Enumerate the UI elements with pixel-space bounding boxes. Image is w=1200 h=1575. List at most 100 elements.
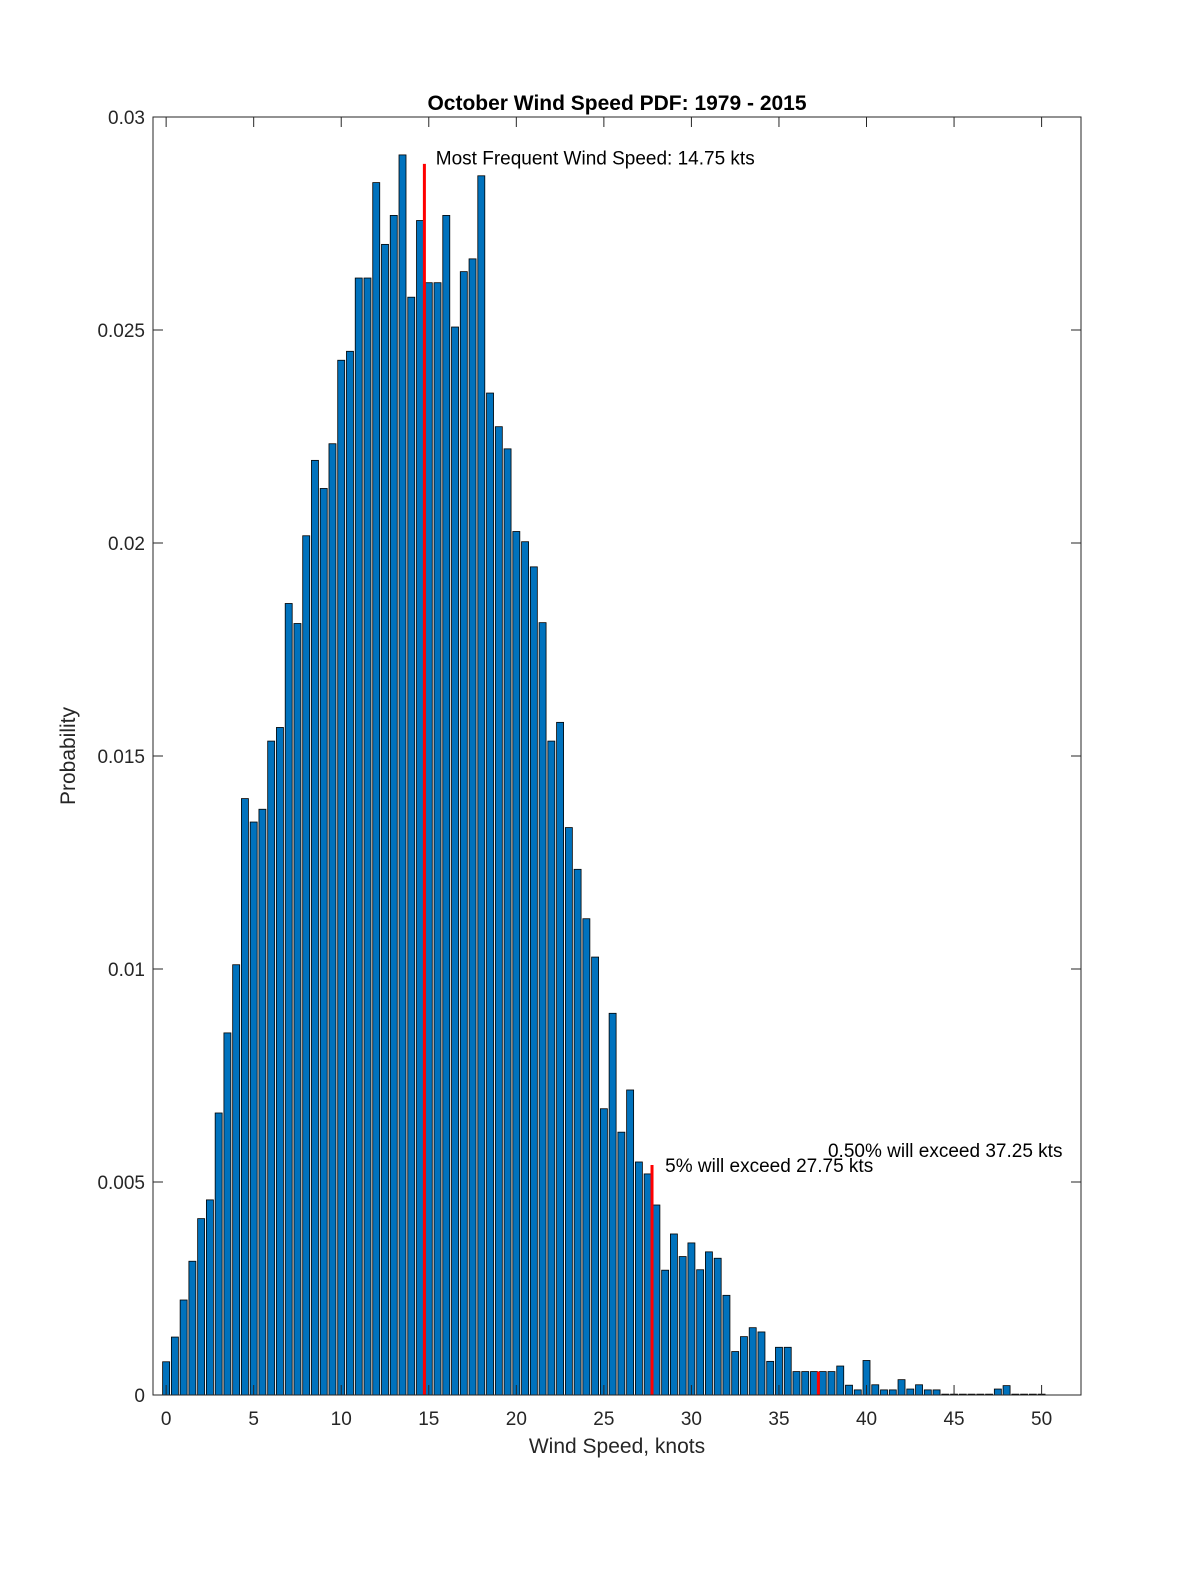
bar [512, 531, 521, 1396]
bar [853, 1389, 862, 1396]
bar [442, 215, 451, 1396]
bar [363, 277, 372, 1396]
bar [547, 740, 556, 1396]
x-tick-label: 20 [506, 1409, 527, 1430]
y-tick-label: 0.01 [108, 960, 145, 981]
bar [398, 154, 407, 1396]
y-axis-label: Probability [57, 706, 80, 805]
bars-group [162, 154, 1046, 1396]
chart-title: October Wind Speed PDF: 1979 - 2015 [427, 92, 806, 115]
y-tick-label: 0.025 [97, 321, 145, 342]
bar [1002, 1385, 1011, 1396]
x-tick-label: 15 [418, 1409, 439, 1430]
bar [643, 1173, 652, 1396]
bar [678, 1256, 687, 1396]
x-tick-label: 5 [248, 1409, 259, 1430]
x-tick-label: 40 [856, 1409, 877, 1430]
bar [302, 535, 311, 1396]
x-axis-label: Wind Speed, knots [529, 1435, 705, 1458]
bar [792, 1371, 801, 1396]
marker-label: Most Frequent Wind Speed: 14.75 kts [436, 148, 755, 169]
bar [915, 1384, 923, 1396]
bar [888, 1389, 897, 1396]
bar [871, 1384, 880, 1396]
bar [783, 1346, 792, 1396]
bar [696, 1269, 705, 1396]
bar [897, 1379, 906, 1396]
bar [424, 282, 433, 1396]
bar [652, 1204, 661, 1396]
bar [319, 488, 328, 1396]
bar [179, 1299, 188, 1396]
bar [617, 1131, 626, 1396]
bar [722, 1294, 731, 1396]
bar [337, 359, 346, 1396]
bar [486, 392, 494, 1396]
bar [836, 1365, 845, 1396]
bar [258, 808, 267, 1396]
bar [214, 1112, 223, 1396]
bar [354, 277, 363, 1396]
bar [766, 1360, 775, 1396]
x-tick-label: 25 [593, 1409, 614, 1430]
bar [451, 326, 459, 1396]
y-axis: 0 0.005 0.01 0.015 0.02 0.025 0.03 [97, 108, 1081, 1407]
bar [529, 566, 538, 1396]
bar [389, 215, 398, 1396]
bar [494, 426, 503, 1396]
bar [503, 448, 512, 1396]
bar [906, 1388, 915, 1396]
bar [626, 1089, 635, 1396]
bar [599, 1108, 608, 1396]
bar [740, 1336, 748, 1396]
bar [556, 721, 564, 1396]
bar [810, 1371, 818, 1396]
bar [433, 282, 442, 1396]
x-tick-label: 35 [768, 1409, 789, 1430]
bar [670, 1233, 678, 1396]
y-tick-label: 0 [134, 1386, 145, 1407]
bar [731, 1351, 740, 1396]
bar [801, 1371, 810, 1396]
bar [538, 622, 547, 1396]
bar [582, 918, 591, 1396]
bar [267, 740, 276, 1396]
bar [311, 459, 319, 1396]
bar [713, 1257, 722, 1396]
x-tick-label: 10 [331, 1409, 352, 1430]
bar [223, 1032, 232, 1396]
bar [748, 1327, 757, 1396]
bar [661, 1269, 670, 1396]
bar [573, 868, 582, 1396]
bar [372, 182, 381, 1396]
bar [880, 1389, 888, 1396]
bar [241, 798, 249, 1396]
bar [459, 271, 468, 1396]
bar [416, 220, 424, 1396]
marker-label: 5% will exceed 27.75 kts [665, 1156, 873, 1177]
x-tick-label: 45 [943, 1409, 964, 1430]
bar [687, 1242, 696, 1396]
y-tick-label: 0.005 [97, 1173, 145, 1194]
markers-group: Most Frequent Wind Speed: 14.75 kts 5% wi… [422, 148, 1062, 1395]
bar [818, 1371, 827, 1396]
bar [232, 964, 241, 1396]
bar [845, 1384, 853, 1396]
x-tick-label: 50 [1031, 1409, 1052, 1430]
bar [932, 1389, 941, 1396]
bar [407, 296, 416, 1396]
bar [346, 350, 354, 1396]
bar [757, 1331, 766, 1396]
y-tick-label: 0.03 [108, 108, 145, 129]
bar [468, 258, 477, 1396]
y-tick-label: 0.02 [108, 534, 145, 555]
bar [705, 1251, 713, 1396]
x-axis: 0 5 10 15 20 25 30 35 40 45 50 [161, 117, 1052, 1430]
bar [634, 1161, 643, 1396]
bar [328, 443, 337, 1396]
bar [284, 603, 293, 1396]
bar [993, 1388, 1002, 1396]
bar [827, 1371, 836, 1396]
bar [381, 243, 389, 1396]
